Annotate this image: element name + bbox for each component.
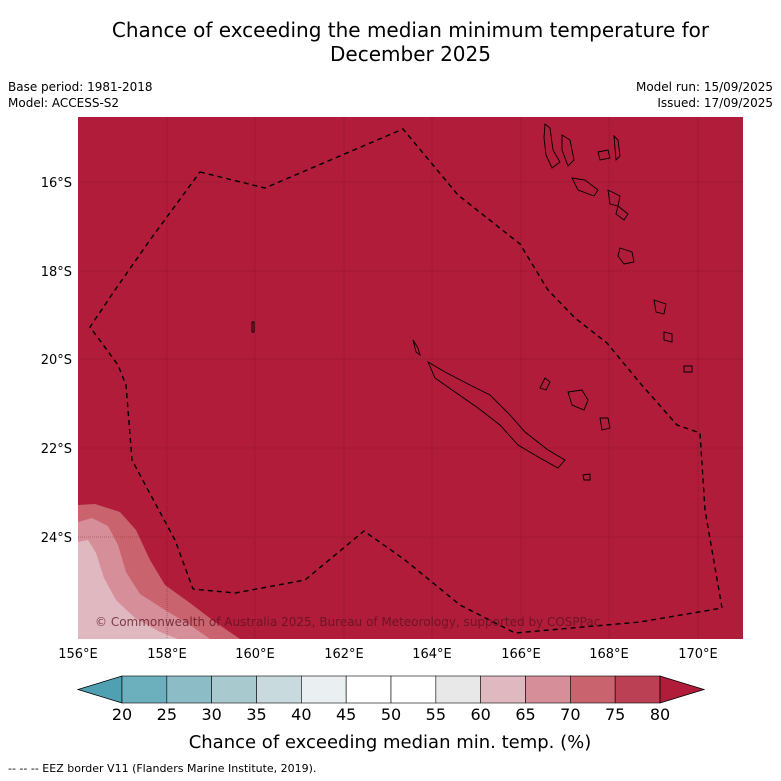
epi	[615, 205, 629, 221]
pentecost	[613, 134, 621, 162]
colorbar-extend-high	[659, 675, 706, 704]
colorbar-tick-label: 65	[515, 705, 535, 724]
lon-ticks: 156°E 158°E 160°E 162°E 164°E 166°E 168°…	[58, 647, 718, 662]
tanna	[663, 331, 673, 343]
colorbar-extend-low	[76, 675, 123, 704]
efate	[617, 247, 635, 265]
colorbar-segment	[480, 675, 526, 704]
colorbar-label: Chance of exceeding median min. temp. (%…	[189, 732, 592, 753]
colorbar-tick-label: 50	[381, 705, 401, 724]
map-area: © Commonwealth of Australia 2025, Bureau…	[78, 117, 743, 639]
gridlines	[78, 117, 743, 639]
meta-right: Model run: 15/09/2025 Issued: 17/09/2025	[636, 79, 773, 111]
title-line-2: December 2025	[330, 42, 491, 66]
colorbar-tick-label: 70	[560, 705, 580, 724]
lat-tick: 22°S	[41, 442, 72, 457]
eez-legend-note: -- -- -- EEZ border V11 (Flanders Marine…	[8, 762, 317, 775]
colorbar-segment	[121, 675, 168, 704]
model-name: Model: ACCESS-S2	[8, 96, 120, 110]
lat-tick: 20°S	[41, 353, 72, 368]
lat-ticks: 16°S 18°S 20°S 22°S 24°S	[41, 176, 72, 546]
lifou-island	[567, 389, 589, 411]
mare-island	[599, 417, 611, 431]
new-caledonia	[427, 360, 566, 469]
chesterfield-islands	[251, 321, 255, 333]
colorbar-segment	[301, 675, 347, 704]
colorbar-segment	[570, 675, 616, 704]
band-60-65	[78, 540, 178, 639]
colorbar-segment	[211, 675, 257, 704]
vanuatu-island-b	[597, 149, 611, 161]
colorbar-segment	[166, 675, 212, 704]
colorbar-tick-label: 55	[426, 705, 446, 724]
belep-island	[412, 339, 421, 357]
base-period: Base period: 1981-2018	[8, 80, 153, 94]
espiritu-santo	[543, 123, 561, 169]
issued-date: Issued: 17/09/2025	[657, 96, 773, 110]
title-line-1: Chance of exceeding the median minimum t…	[111, 18, 710, 42]
colorbar-segment	[256, 675, 302, 704]
colorbar-tick-label: 35	[246, 705, 266, 724]
islands	[251, 123, 693, 481]
colorbar-tick-label: 80	[650, 705, 670, 724]
ouvea-island	[539, 377, 551, 391]
colorbar-segment	[435, 675, 481, 704]
eez-border	[89, 128, 723, 634]
lat-tick: 24°S	[41, 531, 72, 546]
map-title: Chance of exceeding the median minimum t…	[0, 18, 781, 66]
isle-of-pines	[582, 473, 591, 481]
aneityum	[683, 365, 693, 373]
lon-tick: 164°E	[412, 647, 452, 662]
lon-tick: 158°E	[147, 647, 187, 662]
meta-left: Base period: 1981-2018 Model: ACCESS-S2	[8, 79, 153, 111]
malakula	[571, 177, 599, 197]
lat-tick: 16°S	[41, 176, 72, 191]
probability-field	[78, 117, 743, 639]
lon-tick: 168°E	[589, 647, 629, 662]
erromango	[653, 299, 667, 315]
model-run: Model run: 15/09/2025	[635, 80, 773, 94]
lat-tick: 18°S	[41, 265, 72, 280]
colorbar	[76, 675, 706, 704]
colorbar-segment	[345, 675, 392, 704]
colorbar-tick-label: 60	[470, 705, 490, 724]
colorbar-tick-label: 20	[112, 705, 132, 724]
colorbar-segment	[390, 675, 437, 704]
colorbar-tick-label: 30	[201, 705, 221, 724]
lon-tick: 160°E	[235, 647, 275, 662]
lon-tick: 156°E	[58, 647, 98, 662]
colorbar-tick-label: 40	[291, 705, 311, 724]
lon-tick: 162°E	[324, 647, 364, 662]
colorbar-tick-label: 75	[605, 705, 625, 724]
colorbar-tick-label: 25	[157, 705, 177, 724]
lon-tick: 170°E	[678, 647, 718, 662]
colorbar-tick-label: 45	[336, 705, 356, 724]
vanuatu-island-a	[561, 134, 575, 167]
colorbar-segment	[614, 675, 661, 704]
colorbar-ticks: 20 25 30 35 40 45 50 55 60 65 70 75 80	[112, 705, 670, 724]
colorbar-segment	[525, 675, 571, 704]
copyright-watermark: © Commonwealth of Australia 2025, Bureau…	[95, 615, 600, 629]
lon-tick: 166°E	[501, 647, 541, 662]
